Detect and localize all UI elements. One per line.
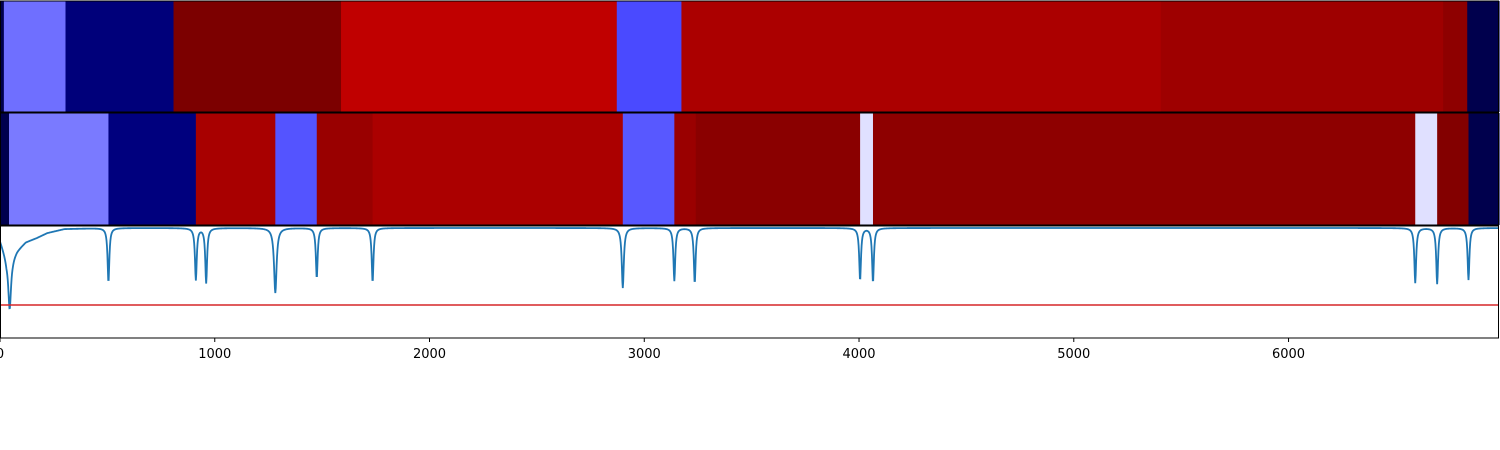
heatmap-middle-segment-2 — [108, 113, 197, 225]
heatmap-middle-segment-1 — [9, 113, 110, 225]
heatmap-top-segment-5 — [616, 1, 683, 112]
heatmap-middle-segment-6 — [372, 113, 624, 225]
x-tick-label-4000: 4000 — [842, 347, 875, 362]
heatmap-top-frame — [0, 0, 1499, 113]
heatmap-middle-segment-5 — [316, 113, 374, 225]
heatmap-top-segment-1 — [3, 1, 67, 112]
heatmap-middle-segment-0 — [0, 113, 10, 225]
heatmap-middle-segment-7 — [622, 113, 675, 225]
x-tick-label-0: 0 — [0, 347, 4, 362]
x-tick-label-5000: 5000 — [1057, 347, 1090, 362]
heatmap-middle — [0, 113, 1500, 225]
series-line-blue — [0, 227, 1499, 310]
heatmap-middle-frame — [0, 112, 1499, 226]
x-tick-label-2000: 2000 — [413, 347, 446, 362]
heatmap-middle-segment-9 — [695, 113, 861, 225]
x-tick-label-1000: 1000 — [198, 347, 231, 362]
heatmap-middle-segment-13 — [1437, 113, 1470, 225]
line-panel — [0, 227, 1499, 310]
heatmap-top-segment-3 — [173, 1, 342, 112]
heatmap-top-segment-0 — [0, 1, 5, 112]
heatmap-middle-segment-11 — [872, 113, 1416, 225]
heatmap-top-segment-2 — [65, 1, 175, 112]
heatmap-middle-segment-10 — [860, 113, 874, 225]
heatmap-top — [0, 1, 1500, 112]
heatmap-top-segment-4 — [341, 1, 618, 112]
x-axis: 0 1000 2000 3000 4000 5000 6000 — [0, 338, 1305, 362]
heatmap-top-segment-9 — [1467, 1, 1500, 112]
heatmap-top-segment-7 — [1160, 1, 1444, 112]
heatmap-middle-segment-8 — [674, 113, 697, 225]
line-panel-frame — [0, 225, 1499, 339]
heatmap-middle-segment-4 — [275, 113, 318, 225]
heatmap-top-segment-6 — [681, 1, 1162, 112]
x-tick-label-3000: 3000 — [628, 347, 661, 362]
heatmap-middle-segment-14 — [1468, 113, 1500, 225]
heatmap-middle-segment-12 — [1415, 113, 1438, 225]
x-tick-label-6000: 6000 — [1272, 347, 1305, 362]
heatmap-middle-segment-3 — [195, 113, 276, 225]
heatmap-top-segment-8 — [1443, 1, 1468, 112]
